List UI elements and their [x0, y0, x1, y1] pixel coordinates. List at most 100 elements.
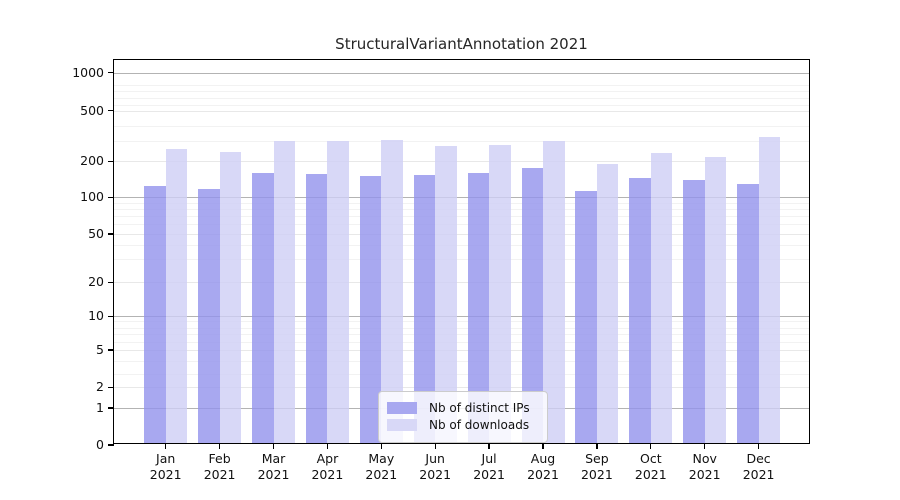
x-tick-mark-aug: [542, 443, 544, 449]
x-tick-label-jun: Jun 2021: [419, 451, 452, 482]
gridline-minor-300: [114, 141, 809, 142]
y-tick-label-200: 200: [80, 153, 104, 169]
gridline-minor-90: [114, 202, 809, 204]
plot-area: 0 1 2 5 10 20 50 100 200 500 1000 Jan 2021 Feb 2021…: [72, 59, 810, 482]
legend-entry-distinct-ips: Nb of distinct IPs: [387, 401, 539, 415]
x-tick-label-sep: Sep 2021: [580, 451, 613, 482]
gridline-20: [114, 282, 809, 284]
gridline-minor-30: [114, 259, 809, 261]
gridline-minor-40: [114, 244, 809, 246]
bar-distinct-ips-mar: [252, 172, 274, 443]
x-tick-mark-mar: [272, 443, 275, 449]
y-tick-label-5: 5: [96, 342, 104, 357]
y-tick-mark-20: [108, 281, 114, 284]
bar-downloads-sep: [596, 163, 619, 443]
gridline-minor-800: [114, 90, 809, 92]
y-tick-label-10: 10: [88, 308, 104, 324]
gridline-minor-70: [114, 215, 809, 217]
gridline-minor-4: [114, 361, 809, 363]
y-tick-mark-100: [108, 196, 114, 199]
y-tick-mark-1: [108, 407, 114, 409]
x-tick-label-aug: Aug 2021: [527, 451, 559, 482]
x-tick-mark-sep: [596, 443, 598, 449]
legend-swatch-icon: [387, 402, 417, 414]
gridline-100: [114, 197, 809, 199]
bar-distinct-ips-may: [359, 176, 382, 443]
legend-swatch-icon: [387, 419, 417, 431]
y-tick-label-2: 2: [96, 379, 104, 395]
y-tick-label-1: 1: [96, 400, 104, 415]
gridline-500: [114, 110, 809, 112]
x-tick-label-jan: Jan 2021: [149, 451, 182, 482]
y-tick-label-100: 100: [80, 189, 104, 205]
y-tick-mark-500: [108, 110, 114, 112]
x-tick-mark-apr: [326, 443, 329, 449]
bar-downloads-mar: [273, 141, 295, 443]
bar-distinct-ips-feb: [198, 188, 220, 443]
legend-label: Nb of distinct IPs: [429, 401, 530, 415]
legend-label: Nb of downloads: [429, 418, 530, 432]
bar-distinct-ips-jul: [467, 173, 490, 443]
gridline-minor-600: [114, 105, 809, 107]
x-tick-label-oct: Oct 2021: [634, 451, 667, 482]
bar-distinct-ips-nov: [683, 179, 705, 443]
y-tick-mark-1000: [108, 72, 114, 74]
bar-distinct-ips-jun: [413, 174, 436, 443]
gridline-minor-400: [114, 126, 809, 128]
x-tick-label-nov: Nov 2021: [688, 451, 721, 482]
y-tick-mark-5: [108, 349, 114, 351]
bar-downloads-may: [381, 140, 403, 443]
gridline-1000: [114, 72, 809, 74]
y-tick-label-50: 50: [88, 226, 104, 241]
gridline-2: [114, 387, 809, 389]
bar-distinct-ips-sep: [575, 190, 597, 443]
gridline-minor-7: [114, 334, 809, 336]
x-tick-label-dec: Dec 2021: [742, 451, 775, 482]
gridline-200: [114, 161, 809, 163]
x-tick-label-mar: Mar 2021: [257, 451, 290, 482]
y-tick-mark-0: [108, 444, 114, 446]
gridline-minor-60: [114, 223, 809, 225]
x-tick-mark-dec: [757, 443, 760, 449]
gridline-5: [114, 350, 809, 351]
bar-downloads-oct: [650, 152, 673, 443]
x-tick-mark-jul: [488, 443, 490, 449]
gridline-minor-9: [114, 321, 809, 322]
x-tick-mark-jan: [165, 443, 167, 449]
gridline-minor-80: [114, 208, 809, 210]
y-tick-label-500: 500: [80, 102, 104, 118]
bar-distinct-ips-jan: [144, 186, 166, 443]
y-tick-label-0: 0: [96, 437, 104, 452]
x-tick-mark-may: [380, 443, 382, 449]
gridline-50: [114, 234, 809, 235]
bar-downloads-feb: [219, 152, 242, 443]
x-tick-mark-jun: [434, 443, 436, 449]
bar-downloads-aug: [543, 141, 565, 443]
chart-title: StructuralVariantAnnotation 2021: [335, 35, 588, 53]
bar-downloads-nov: [704, 157, 727, 443]
y-tick-mark-50: [108, 233, 114, 235]
gridline-minor-6: [114, 341, 809, 343]
legend-entry-downloads: Nb of downloads: [387, 418, 539, 432]
legend-box: Nb of distinct IPs Nb of downloads: [378, 391, 548, 443]
bar-distinct-ips-dec: [737, 183, 759, 443]
bar-downloads-jun: [435, 145, 457, 443]
x-tick-label-jul: Jul 2021: [473, 451, 505, 482]
bar-distinct-ips-apr: [305, 173, 328, 443]
x-tick-label-feb: Feb 2021: [203, 451, 236, 482]
bar-downloads-jan: [165, 148, 188, 443]
gridline-minor-700: [114, 97, 809, 99]
bar-downloads-jul: [489, 144, 511, 443]
x-tick-mark-feb: [218, 443, 221, 449]
x-tick-label-may: May 2021: [365, 451, 398, 482]
y-tick-mark-2: [108, 386, 114, 388]
y-tick-mark-10: [108, 315, 114, 317]
gridline-minor-900: [114, 84, 809, 86]
y-tick-label-1000: 1000: [72, 64, 104, 80]
gridline-10: [114, 316, 809, 318]
x-tick-mark-nov: [704, 443, 706, 449]
y-tick-label-20: 20: [88, 274, 104, 290]
bar-distinct-ips-oct: [629, 178, 651, 443]
x-tick-label-apr: Apr 2021: [311, 451, 344, 482]
